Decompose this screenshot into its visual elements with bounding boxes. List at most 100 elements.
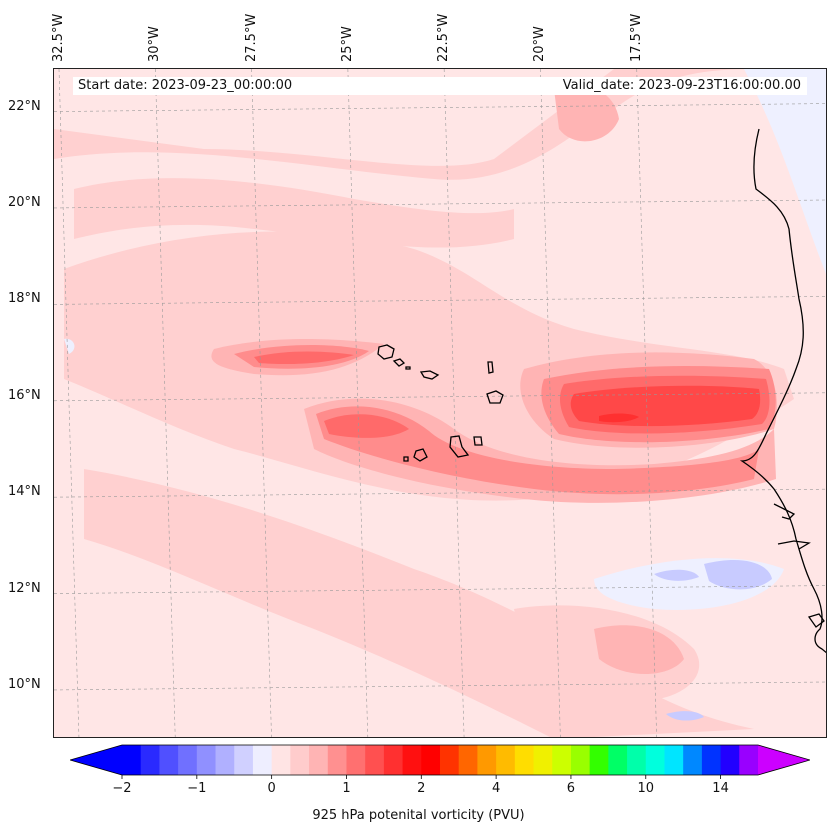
gambia-detail xyxy=(777,540,811,550)
island-santa-luzia xyxy=(405,366,411,370)
field-contour-medium xyxy=(594,625,684,674)
colorbar-segment xyxy=(514,745,535,775)
colorbar-segment xyxy=(701,745,722,775)
lon-label: 17.5°W xyxy=(628,13,644,62)
colorbar-segment xyxy=(234,745,254,775)
meridian-line xyxy=(540,69,561,737)
lon-label: 22.5°W xyxy=(436,13,452,62)
colorbar-segment xyxy=(458,745,478,775)
africa-coastline xyxy=(739,128,826,654)
meridian-line xyxy=(347,69,369,737)
meridian-line xyxy=(636,69,657,737)
lon-label: 20°W xyxy=(532,26,548,62)
colorbar-tick-label: 0 xyxy=(267,781,276,796)
colorbar-over-extension xyxy=(758,745,810,775)
lon-label: 25°W xyxy=(339,26,355,62)
senegal-coast-detail xyxy=(773,503,796,520)
bissau-islands xyxy=(807,613,825,628)
island-santiago xyxy=(449,435,470,458)
colorbar-segment xyxy=(365,745,385,775)
colorbar xyxy=(70,744,810,779)
graticule xyxy=(54,69,826,737)
lat-label: 10°N xyxy=(8,676,41,692)
colorbar-label: 925 hPa potenital vorticity (PVU) xyxy=(312,808,525,823)
map-panel xyxy=(53,68,827,738)
colorbar-tick-label: 14 xyxy=(712,781,729,796)
colorbar-tick-label: 1 xyxy=(342,781,351,796)
start-date-label: Start date: 2023-09-23_00:00:00 xyxy=(78,78,293,93)
lat-label: 12°N xyxy=(8,580,41,596)
field-contour-medium xyxy=(554,85,619,142)
colorbar-segment xyxy=(346,745,366,775)
meridian-line xyxy=(251,69,272,737)
field-contour-stronger xyxy=(324,414,409,438)
lon-label: 27.5°W xyxy=(243,13,259,62)
colorbar-tick-label: 6 xyxy=(566,781,576,796)
colorbar-segment xyxy=(252,745,273,775)
valid-date-label: Valid_date: 2023-09-23T16:00:00.00 xyxy=(562,78,801,93)
island-sao-nicolau xyxy=(419,370,440,380)
colorbar-segment xyxy=(327,745,347,775)
field-contour-strong xyxy=(316,406,759,495)
lon-label: 30°W xyxy=(147,26,163,62)
colorbar-segment xyxy=(402,745,422,775)
field-contour-peak xyxy=(599,413,639,423)
lon-label: 32.5°W xyxy=(51,13,66,62)
colorbar-segment xyxy=(627,745,647,775)
island-fogo xyxy=(413,448,428,462)
field-contour-negative-medium xyxy=(704,559,772,590)
lat-label: 14°N xyxy=(8,484,41,500)
colorbar-segment xyxy=(496,745,516,775)
colorbar-segment xyxy=(589,745,609,775)
coastline xyxy=(377,128,826,654)
colorbar-tick-label: −1 xyxy=(187,781,207,796)
colorbar-segment xyxy=(290,745,310,775)
colorbar-segment xyxy=(533,745,553,775)
colorbar-segment xyxy=(122,745,142,775)
colorbar-segment xyxy=(739,745,759,775)
island-santo-antao xyxy=(377,344,395,360)
colorbar-segment xyxy=(608,745,628,775)
colorbar-tick-label: 4 xyxy=(491,781,501,796)
island-brava xyxy=(403,456,409,462)
island-sao-vicente xyxy=(392,358,406,367)
colorbar-segment xyxy=(421,745,441,775)
start-date-box: Start date: 2023-09-23_00:00:00 xyxy=(73,77,493,95)
colorbar-segment xyxy=(440,745,460,775)
lat-label: 20°N xyxy=(8,194,41,210)
colorbar-tick-label: −2 xyxy=(112,781,132,796)
colorbar-segment xyxy=(645,745,665,775)
colorbar-segment xyxy=(196,745,217,775)
colorbar-tick-label: 2 xyxy=(417,781,426,796)
colorbar-segment xyxy=(683,745,703,775)
colorbar-tick-label: 10 xyxy=(637,781,655,796)
colorbar-segment xyxy=(215,745,235,775)
colorbar-segment xyxy=(664,745,684,775)
colorbar-under-extension xyxy=(70,745,122,775)
valid-date-box: Valid_date: 2023-09-23T16:00:00.00 xyxy=(493,77,807,95)
colorbar-segment xyxy=(383,745,404,775)
colorbar-segment xyxy=(570,745,591,775)
colorbar-segment xyxy=(720,745,740,775)
colorbar-segment xyxy=(271,745,291,775)
pv-field xyxy=(54,69,826,737)
island-boa-vista xyxy=(486,390,504,404)
lat-label: 18°N xyxy=(8,291,41,307)
field-contour-negative-medium xyxy=(654,569,699,581)
colorbar-segment xyxy=(477,745,497,775)
colorbar-segment xyxy=(178,745,198,775)
field-contour-stronger xyxy=(254,351,354,365)
lat-label: 22°N xyxy=(8,98,41,114)
meridian-line xyxy=(154,69,176,737)
colorbar-segment xyxy=(552,745,572,775)
island-sal xyxy=(487,361,494,374)
field-contour-light xyxy=(74,178,514,248)
meridian-line xyxy=(443,69,465,737)
colorbar-segment xyxy=(140,745,160,775)
island-maio xyxy=(473,436,483,446)
colorbar-segment xyxy=(159,745,179,775)
field-contour-negative-light xyxy=(744,69,826,274)
pv-field-map xyxy=(54,69,826,737)
lat-label: 16°N xyxy=(8,387,41,403)
field-contour-negative-light xyxy=(64,338,75,354)
